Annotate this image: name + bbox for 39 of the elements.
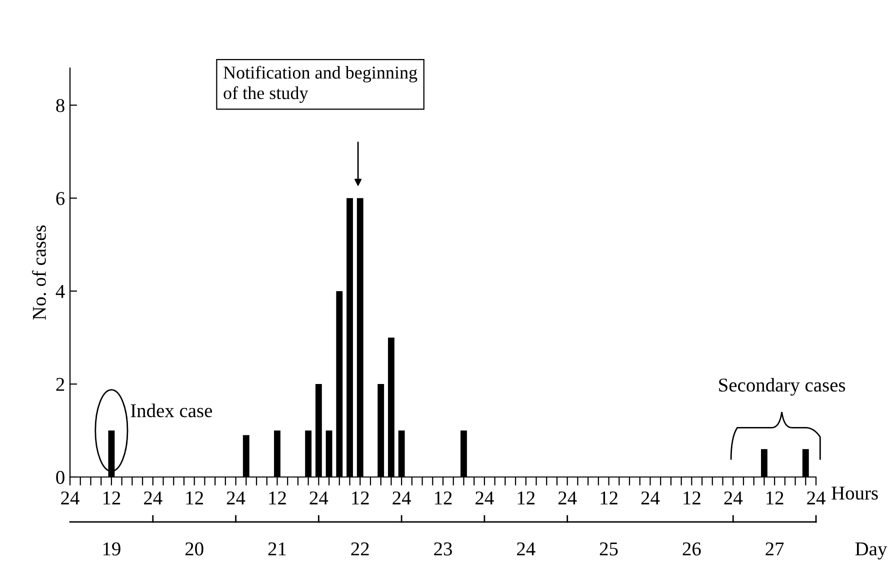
x-tick-label: 24 <box>61 492 80 504</box>
x-tick-label: 12 <box>186 492 203 504</box>
x-tick-label: 24 <box>476 492 494 504</box>
text: 21 <box>268 542 286 556</box>
y-axis-title: No. of cases <box>32 225 46 320</box>
x-tick-label: 12 <box>103 492 120 504</box>
annotation: Secondary cases <box>719 378 846 396</box>
x-tick-label: 12 <box>352 492 369 504</box>
x-tick-label: 12 <box>600 492 618 504</box>
x-tick-label: 24 <box>392 492 411 504</box>
x-tick-label: 24 <box>558 492 577 504</box>
text: 23 <box>434 542 452 556</box>
x-tick-label: 12 <box>518 492 535 504</box>
x-axis-title: Hours <box>832 486 878 500</box>
x-tick-label: 24 <box>144 492 162 504</box>
text: Day <box>855 542 888 560</box>
text: 24 <box>517 542 536 556</box>
x-tick-label: 12 <box>434 492 452 504</box>
x-tick-label: 24 <box>641 492 660 504</box>
x-tick-label: 24 <box>724 492 743 504</box>
text: 20 <box>185 542 204 556</box>
y-tick-label: 8 <box>56 99 64 112</box>
y-tick-label: 6 <box>56 192 65 206</box>
annotation: Notification and beginning of the study <box>224 66 418 103</box>
text: 22 <box>351 542 369 556</box>
text: 26 <box>682 542 701 556</box>
text: 27 <box>766 542 784 556</box>
x-tick-label: 24 <box>310 492 328 504</box>
annotation: Index case <box>130 404 212 418</box>
x-tick-label: 12 <box>766 492 784 504</box>
text: 19 <box>103 542 120 556</box>
x-tick-label: 24 <box>226 492 246 504</box>
y-tick-label: 2 <box>56 378 64 391</box>
y-tick-label: 4 <box>56 285 65 298</box>
y-tick-label: 0 <box>56 470 64 484</box>
x-tick-label: 24 <box>807 492 826 504</box>
x-tick-label: 12 <box>269 492 286 504</box>
text: 25 <box>600 542 618 556</box>
x-tick-label: 12 <box>684 492 700 504</box>
